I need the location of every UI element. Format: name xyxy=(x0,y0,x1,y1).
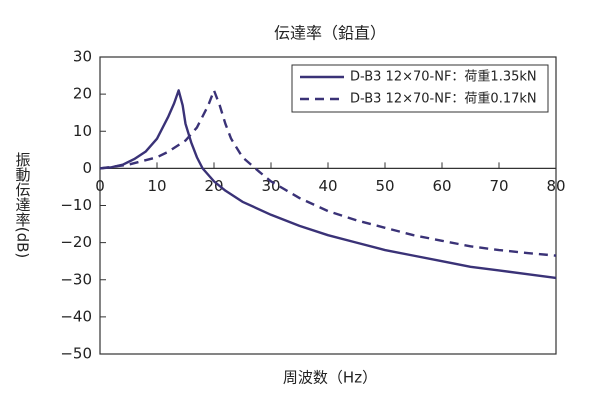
y-tick-label: −50 xyxy=(60,345,92,363)
x-tick-label: 40 xyxy=(318,177,337,195)
legend-label: D-B3 12×70-NF：荷重1.35kN xyxy=(350,69,537,85)
x-axis-label: 周波数（Hz） xyxy=(283,369,377,387)
x-tick-label: 50 xyxy=(375,177,394,195)
y-axis-label: 振動伝達率(dB) xyxy=(14,152,32,259)
series-line xyxy=(99,89,557,257)
x-tick-label: 20 xyxy=(204,177,223,195)
y-tick-label: −40 xyxy=(60,307,92,325)
chart-title: 伝達率（鉛直） xyxy=(274,24,386,43)
y-tick-label: −10 xyxy=(60,196,92,214)
legend-label: D-B3 12×70-NF：荷重0.17kN xyxy=(350,91,537,107)
x-tick-label: 10 xyxy=(147,177,166,195)
series-line xyxy=(99,89,557,280)
x-tick-label: 60 xyxy=(432,177,451,195)
legend-box xyxy=(291,64,549,113)
y-tick-label: −20 xyxy=(60,233,92,251)
x-tick-label: 0 xyxy=(95,177,105,195)
y-tick-label: 0 xyxy=(82,159,92,177)
x-tick-label: 80 xyxy=(546,177,565,195)
x-tick-label: 30 xyxy=(261,177,280,195)
y-tick-label: −30 xyxy=(60,270,92,288)
y-tick-label: 30 xyxy=(73,48,92,66)
x-tick-label: 70 xyxy=(489,177,508,195)
y-tick-label: 20 xyxy=(73,85,92,103)
y-tick-label: 10 xyxy=(73,122,92,140)
